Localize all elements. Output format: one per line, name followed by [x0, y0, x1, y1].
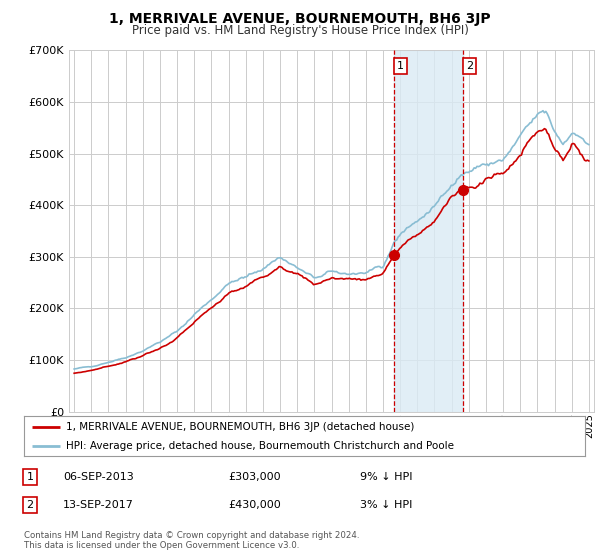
Text: HPI: Average price, detached house, Bournemouth Christchurch and Poole: HPI: Average price, detached house, Bour… [66, 441, 454, 450]
Text: 9% ↓ HPI: 9% ↓ HPI [360, 472, 413, 482]
Text: 2: 2 [466, 61, 473, 71]
Text: Price paid vs. HM Land Registry's House Price Index (HPI): Price paid vs. HM Land Registry's House … [131, 24, 469, 37]
Text: £303,000: £303,000 [228, 472, 281, 482]
Text: 3% ↓ HPI: 3% ↓ HPI [360, 500, 412, 510]
Text: 2: 2 [26, 500, 34, 510]
Text: 1: 1 [397, 61, 404, 71]
Text: 1, MERRIVALE AVENUE, BOURNEMOUTH, BH6 3JP (detached house): 1, MERRIVALE AVENUE, BOURNEMOUTH, BH6 3J… [66, 422, 415, 432]
Text: 1: 1 [26, 472, 34, 482]
Text: 13-SEP-2017: 13-SEP-2017 [63, 500, 134, 510]
Text: 1, MERRIVALE AVENUE, BOURNEMOUTH, BH6 3JP: 1, MERRIVALE AVENUE, BOURNEMOUTH, BH6 3J… [109, 12, 491, 26]
Text: 06-SEP-2013: 06-SEP-2013 [63, 472, 134, 482]
Text: Contains HM Land Registry data © Crown copyright and database right 2024.
This d: Contains HM Land Registry data © Crown c… [24, 531, 359, 550]
Bar [394, 50, 463, 412]
Text: £430,000: £430,000 [228, 500, 281, 510]
